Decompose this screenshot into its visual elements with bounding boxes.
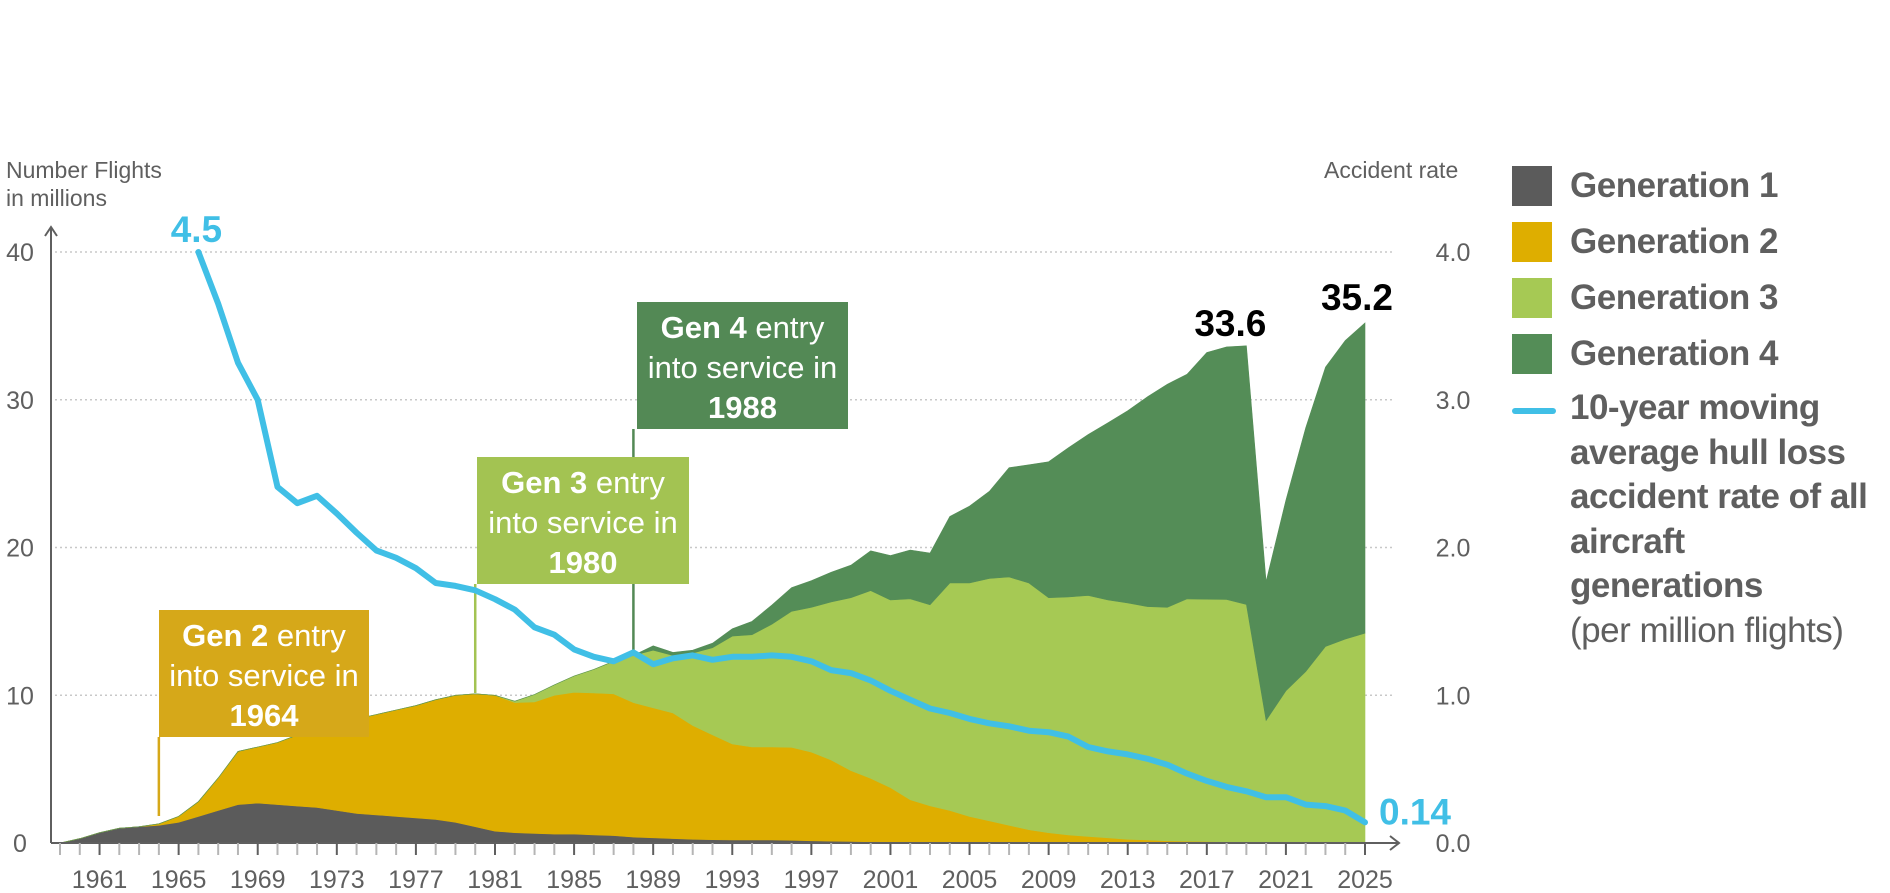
legend-item-generation-1: Generation 1: [1512, 158, 1870, 214]
x-tick-label: 2013: [1100, 866, 1156, 893]
legend-label: Generation 1: [1570, 166, 1778, 205]
callout-line2: into service in: [488, 505, 678, 540]
callout-year: 1964: [229, 698, 299, 733]
callout-line1: Gen 3 entry: [477, 463, 689, 503]
callout-gen-2: Gen 2 entry into service in 1964: [159, 610, 369, 737]
x-tick-label: 1997: [784, 866, 840, 893]
y-left-tick-label: 0: [13, 830, 27, 858]
x-tick-label: 1977: [388, 866, 444, 893]
stacked-areas: [59, 322, 1366, 844]
callout-year: 1988: [708, 390, 777, 425]
callout-generation: Gen 2: [182, 618, 269, 653]
callout-generation: Gen 3: [501, 465, 588, 500]
legend-item-generation-4: Generation 4: [1512, 326, 1870, 382]
x-tick-label: 1993: [704, 866, 760, 893]
x-tick-label: 2005: [942, 866, 998, 893]
legend-item-generation-2: Generation 2: [1512, 214, 1870, 270]
accident-rate-line-group: [195, 249, 1368, 826]
x-axis-arrow-icon: [1389, 835, 1401, 851]
right-axis-title: Accident rate: [1324, 157, 1459, 183]
callout-generation: Gen 4: [660, 310, 747, 345]
y-left-tick-label: 20: [6, 535, 34, 563]
area-generation-4: [59, 322, 1366, 844]
x-tick-label: 2009: [1021, 866, 1077, 893]
callout-year: 1980: [548, 545, 618, 580]
legend-label: Generation 2: [1570, 222, 1778, 261]
legend-swatch-generation-4: [1512, 334, 1552, 374]
x-tick-label: 1973: [309, 866, 365, 893]
callout-entry-text: entry: [268, 618, 346, 653]
legend-line-text: 10-year moving average hull loss acciden…: [1570, 386, 1870, 653]
x-tick-label: 1981: [467, 866, 523, 893]
callout-entry-text: entry: [587, 465, 665, 500]
y-right-tick-label: 1.0: [1436, 682, 1471, 710]
x-tick-label: 2021: [1258, 866, 1314, 893]
legend-label: Generation 4: [1570, 334, 1778, 373]
y-left-tick-label: 30: [6, 387, 34, 415]
left-axis-title-line2: in millions: [6, 185, 107, 211]
x-tick-label: 1969: [230, 866, 286, 893]
legend-line-sublabel: (per million flights): [1570, 610, 1844, 650]
callout-gen-4: Gen 4 entry into service in 1988: [637, 302, 848, 429]
legend-line-swatch: [1512, 408, 1556, 414]
peak-2019-label: 33.6: [1194, 303, 1266, 344]
callout-line1: Gen 4 entry: [637, 308, 848, 348]
callout-line2: into service in: [169, 658, 359, 693]
x-tick-label: 1961: [72, 866, 128, 893]
x-tick-label: 1985: [546, 866, 602, 893]
legend-swatch-generation-1: [1512, 166, 1552, 206]
legend-label: Generation 3: [1570, 278, 1778, 317]
legend-line-label: 10-year moving average hull loss acciden…: [1570, 388, 1868, 605]
annotations: 4.5 0.14 33.6 35.2: [171, 209, 1452, 832]
callout-gen-3: Gen 3 entry into service in 1980: [477, 457, 689, 584]
legend-swatch-generation-2: [1512, 222, 1552, 262]
accident-rate-line: [195, 249, 1368, 826]
x-tick-label: 2025: [1337, 866, 1393, 893]
x-tick-label: 2017: [1179, 866, 1235, 893]
y-left-tick-label: 40: [6, 239, 34, 267]
y-right-tick-label: 4.0: [1436, 239, 1471, 267]
line-end-value-label: 0.14: [1379, 791, 1451, 832]
callout-line1: Gen 2 entry: [159, 616, 369, 656]
x-tick-label: 1965: [151, 866, 207, 893]
tick-labels: 1961 1965 1969 1973 1977 1981 1985 1989 1993 1997…: [6, 239, 1470, 893]
callout-line2: into service in: [647, 350, 838, 385]
x-tick-label: 2001: [863, 866, 919, 893]
left-axis-title-line1: Number Flights: [6, 157, 162, 183]
legend-item-accident-rate: 10-year moving average hull loss acciden…: [1512, 386, 1870, 653]
legend-swatch-generation-3: [1512, 278, 1552, 318]
axes: [44, 225, 1401, 855]
line-start-value-label: 4.5: [171, 209, 222, 250]
y-right-tick-label: 2.0: [1436, 535, 1471, 563]
legend-item-generation-3: Generation 3: [1512, 270, 1870, 326]
callout-entry-text: entry: [746, 310, 825, 345]
end-2025-label: 35.2: [1321, 277, 1393, 318]
y-right-tick-label: 3.0: [1436, 387, 1471, 415]
x-tick-label: 1989: [625, 866, 681, 893]
y-left-tick-label: 10: [6, 682, 34, 710]
legend: Generation 1 Generation 2 Generation 3 G…: [1512, 158, 1870, 653]
y-axis-arrow-icon: [44, 225, 58, 237]
y-right-tick-label: 0.0: [1436, 830, 1471, 858]
left-axis-title: Number Flights in millions: [6, 156, 162, 212]
